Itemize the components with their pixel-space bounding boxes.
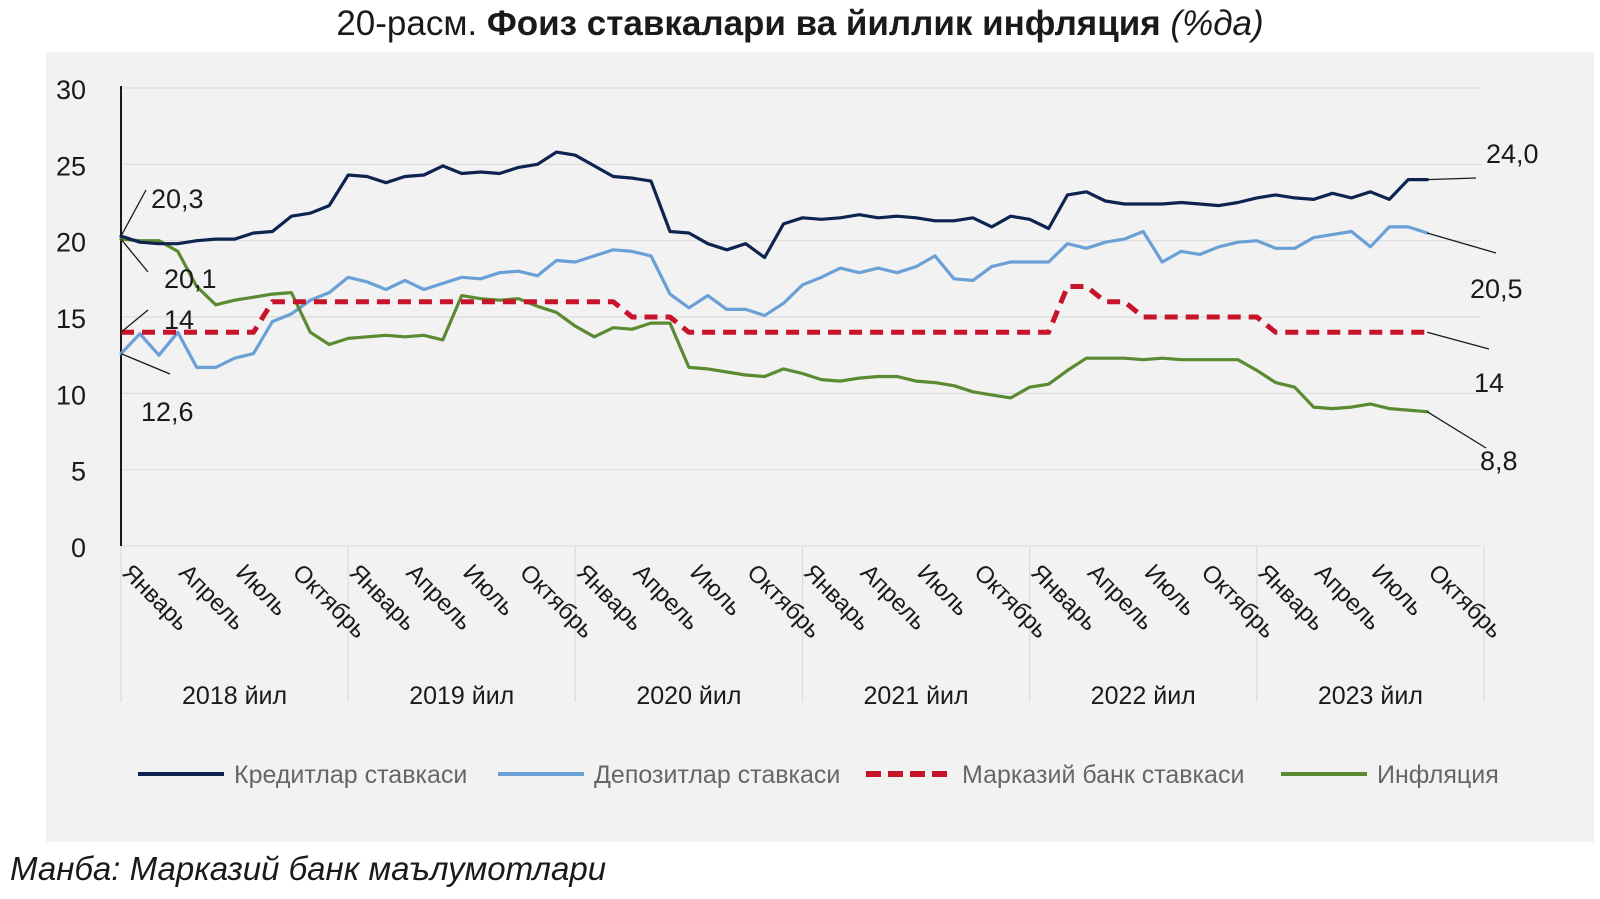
data-label: 20,1 xyxy=(164,264,217,294)
y-tick-label: 0 xyxy=(71,533,86,563)
year-label: 2018 йил xyxy=(182,682,287,710)
data-label: 20,3 xyxy=(151,184,204,214)
year-label: 2019 йил xyxy=(409,682,514,710)
data-label: 12,6 xyxy=(141,397,194,427)
annotation-leader xyxy=(1427,177,1477,181)
chart-title-prefix: 20-расм. xyxy=(336,4,478,43)
legend-label: Депозитлар ставкаси xyxy=(594,761,840,789)
data-label: 14 xyxy=(1474,368,1504,398)
annotation-leader xyxy=(1426,411,1487,449)
y-tick-label: 5 xyxy=(71,457,86,487)
series-line-2 xyxy=(121,284,1428,335)
annotation-leader xyxy=(1427,331,1490,350)
legend-label: Марказий банк ставкаси xyxy=(962,761,1244,789)
annotation-leader xyxy=(1426,232,1497,254)
y-tick-label: 10 xyxy=(56,380,86,410)
annotation-leader xyxy=(120,189,147,237)
y-tick-label: 20 xyxy=(56,228,86,258)
line-chart: 0 5 10 15 20 25 30 2018 йил 2019 йил 2020 йил 2021… xyxy=(56,75,1539,789)
series-line-3 xyxy=(119,237,1429,414)
chart-panel: 0 5 10 15 20 25 30 2018 йил 2019 йил 2020 йил 2021… xyxy=(46,52,1594,842)
year-label: 2021 йил xyxy=(864,682,969,710)
data-label: 24,0 xyxy=(1486,139,1539,169)
data-label: 20,5 xyxy=(1470,274,1523,304)
annotation-leader xyxy=(120,309,149,333)
source-note: Манба: Марказий банк маълумотлари xyxy=(10,850,607,887)
y-tick-label: 25 xyxy=(56,151,86,181)
legend-label: Инфляция xyxy=(1377,761,1499,789)
year-label: 2020 йил xyxy=(636,682,741,710)
chart-title: 20-расм. Фоиз ставкалари ва йиллик инфля… xyxy=(0,4,1600,44)
annotation-leader xyxy=(120,353,171,375)
year-label: 2023 йил xyxy=(1318,682,1423,710)
chart-title-main: Фоиз ставкалари ва йиллик инфляция xyxy=(486,4,1161,43)
y-tick-label: 30 xyxy=(56,75,86,105)
month-tick-label: Октябрь xyxy=(1423,559,1508,644)
year-label: 2022 йил xyxy=(1091,682,1196,710)
legend-label: Кредитлар ставкаси xyxy=(234,761,467,789)
series-line-1 xyxy=(119,225,1429,369)
annotation-leader xyxy=(120,238,149,273)
series-line-0 xyxy=(119,150,1429,260)
y-tick-label: 15 xyxy=(56,304,86,334)
chart-title-unit: (%да) xyxy=(1170,4,1264,43)
data-label: 14 xyxy=(164,305,194,335)
data-label: 8,8 xyxy=(1480,446,1518,476)
